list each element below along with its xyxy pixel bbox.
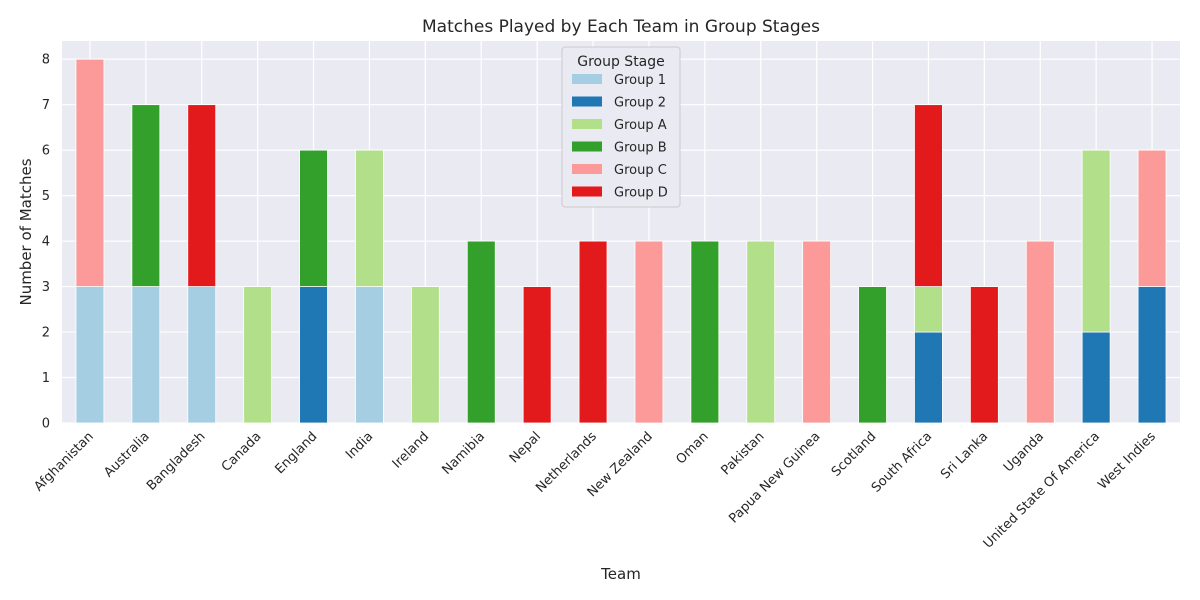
y-axis-label: Number of Matches bbox=[17, 158, 35, 305]
y-tick-label: 4 bbox=[42, 235, 50, 250]
x-tick-label: Papua New Guinea bbox=[726, 429, 823, 526]
x-tick-label: West Indies bbox=[1095, 429, 1159, 493]
bar-segment bbox=[969, 286, 999, 424]
legend-swatch bbox=[572, 186, 602, 197]
y-tick-label: 6 bbox=[42, 144, 50, 159]
legend-swatch bbox=[572, 164, 602, 174]
bar-segment bbox=[522, 286, 552, 424]
bar-segment bbox=[690, 240, 720, 424]
legend-swatch bbox=[572, 74, 602, 84]
legend-label: Group 1 bbox=[614, 73, 666, 88]
bar-segment bbox=[299, 286, 328, 424]
x-tick-label: Oman bbox=[673, 429, 711, 467]
legend-title: Group Stage bbox=[577, 54, 665, 70]
y-tick-label: 8 bbox=[42, 53, 50, 68]
x-tick-label: Canada bbox=[219, 429, 265, 475]
y-tick-label: 7 bbox=[42, 98, 50, 113]
bar-segment bbox=[131, 104, 161, 287]
bar-segment bbox=[914, 286, 943, 333]
bar-segment bbox=[746, 240, 776, 424]
bar-segment bbox=[1137, 149, 1167, 287]
legend-items: Group 1 Group 2 Group A Group B Group C Group… bbox=[572, 73, 668, 201]
y-tick-label: 2 bbox=[42, 326, 50, 341]
bar-segment bbox=[355, 149, 384, 287]
bar-segment bbox=[634, 240, 664, 424]
bar-segment bbox=[1081, 331, 1111, 424]
bar-segment bbox=[466, 240, 496, 424]
legend-swatch bbox=[572, 141, 602, 152]
x-tick-label: Namibia bbox=[439, 429, 488, 478]
legend-swatch bbox=[572, 96, 602, 107]
bar-segment bbox=[1137, 286, 1167, 424]
x-tick-label: Afghanistan bbox=[31, 429, 96, 494]
y-tick-label: 3 bbox=[42, 280, 50, 295]
legend-label: Group A bbox=[614, 118, 667, 133]
bar-segment bbox=[187, 286, 217, 424]
x-tick-label: United State Of America bbox=[981, 429, 1103, 551]
y-tick-label: 5 bbox=[42, 189, 50, 204]
x-axis-label: Team bbox=[600, 565, 641, 583]
chart-title: Matches Played by Each Team in Group Sta… bbox=[422, 17, 820, 37]
x-tick-label: Bangladesh bbox=[144, 429, 209, 494]
legend-label: Group D bbox=[614, 186, 668, 201]
bars bbox=[75, 58, 1167, 424]
x-tick-label: Pakistan bbox=[718, 429, 767, 478]
legend-label: Group C bbox=[614, 163, 667, 178]
bar-segment bbox=[75, 286, 105, 424]
x-tick-label: England bbox=[272, 429, 320, 477]
x-tick-label: Sri Lanka bbox=[938, 429, 991, 482]
x-tick-label: India bbox=[343, 429, 376, 462]
legend-label: Group B bbox=[614, 141, 667, 156]
bar-segment bbox=[914, 331, 943, 424]
bar-segment bbox=[187, 104, 217, 287]
bar-segment bbox=[299, 149, 328, 287]
bar-segment bbox=[858, 286, 887, 424]
bar-segment bbox=[75, 58, 105, 287]
legend-label: Group 2 bbox=[614, 96, 666, 111]
bar-segment bbox=[802, 240, 832, 424]
bar-segment bbox=[410, 286, 440, 424]
y-tick-labels: 0 1 2 3 4 5 6 7 8 bbox=[42, 53, 50, 432]
bar-segment bbox=[914, 104, 943, 287]
bar-segment bbox=[578, 240, 608, 424]
bar-segment bbox=[1081, 149, 1111, 333]
y-tick-label: 1 bbox=[42, 371, 50, 386]
bar-segment bbox=[355, 286, 384, 424]
x-tick-label: Australia bbox=[101, 429, 152, 480]
x-tick-label: Scotland bbox=[829, 429, 880, 480]
bar-segment bbox=[131, 286, 161, 424]
legend: Group Stage Group 1 Group 2 Group A Group B… bbox=[561, 46, 681, 208]
legend-swatch bbox=[572, 119, 602, 129]
x-tick-label: Ireland bbox=[390, 429, 432, 471]
y-tick-label: 0 bbox=[42, 417, 50, 432]
bar-segment bbox=[1025, 240, 1055, 424]
x-tick-label: Nepal bbox=[507, 429, 544, 466]
x-tick-label: South Africa bbox=[869, 429, 935, 495]
x-tick-label: Uganda bbox=[1001, 429, 1047, 475]
bar-segment bbox=[243, 286, 273, 424]
